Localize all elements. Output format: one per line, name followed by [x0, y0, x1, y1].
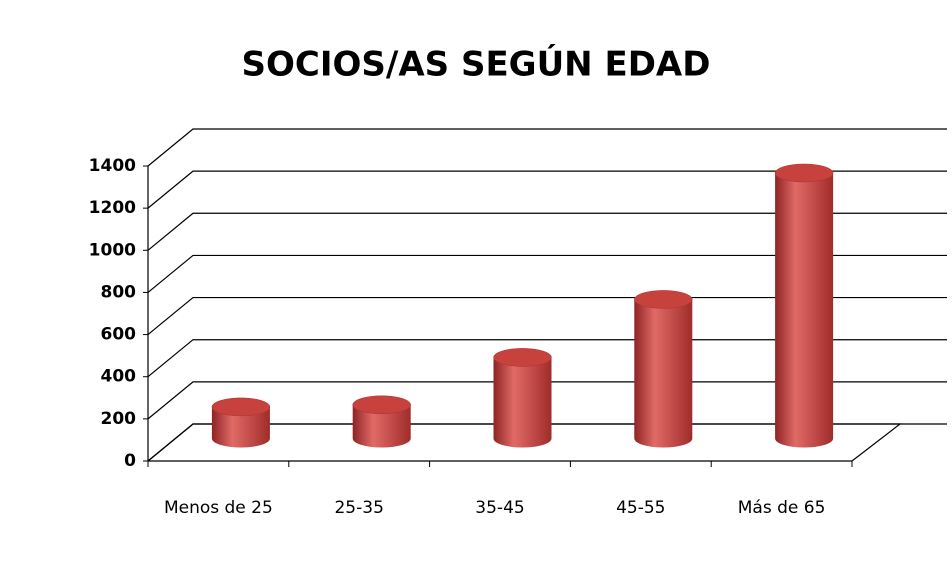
chart-title: SOCIOS/AS SEGÚN EDAD [242, 44, 711, 85]
y-tick-label: 1200 [89, 198, 136, 218]
bar-top [774, 163, 834, 183]
grid-line [147, 128, 947, 167]
bar-top [634, 290, 693, 309]
y-tick-label: 800 [101, 282, 137, 302]
bar [493, 357, 552, 448]
y-tick-label: 0 [124, 451, 136, 471]
bar [211, 406, 270, 448]
bar-top [211, 397, 271, 417]
y-tick-label: 400 [101, 367, 137, 387]
bar-top [352, 395, 411, 415]
y-tick-label: 200 [101, 409, 137, 429]
bar [352, 404, 411, 448]
grid-line [147, 212, 947, 251]
y-tick-label: 1000 [89, 240, 136, 260]
bar [775, 173, 834, 448]
grid-line [147, 339, 947, 378]
x-tick-label: Más de 65 [737, 498, 826, 518]
bar [634, 299, 693, 448]
x-tick-label: Menos de 25 [163, 498, 273, 518]
grid-line [147, 170, 947, 209]
grid-line [147, 254, 947, 293]
x-tick-label: 45-55 [616, 498, 666, 518]
x-tick-label: 25-35 [334, 498, 384, 518]
grid-line [147, 296, 947, 336]
grid-line [147, 381, 947, 420]
y-tick-label: 600 [101, 325, 137, 345]
y-tick-label: 1400 [89, 156, 136, 176]
grid-line [147, 423, 947, 462]
x-tick-label: 35-45 [475, 498, 525, 518]
bar-top [493, 348, 552, 367]
